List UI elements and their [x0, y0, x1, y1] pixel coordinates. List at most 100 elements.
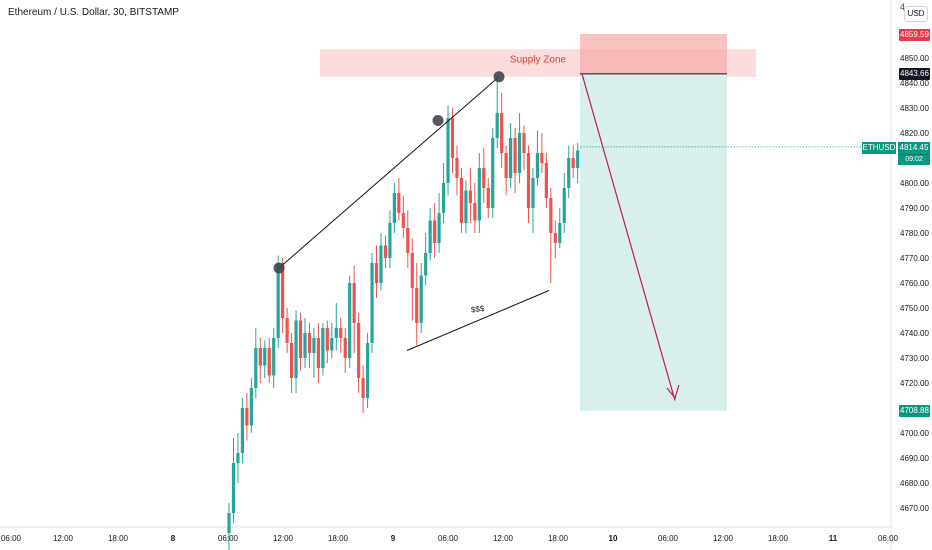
time-tick-label: 18:00 [768, 534, 789, 543]
candle-body [339, 328, 343, 338]
candle-body [500, 113, 504, 153]
chart-title: Ethereum / U.S. Dollar, 30, BITSTAMP [8, 7, 179, 18]
candle-body [227, 513, 231, 533]
candle-body [374, 263, 379, 283]
candle-body [240, 408, 245, 453]
price-tick-label: 4750.00 [900, 304, 929, 313]
candle-body [361, 378, 365, 398]
time-tick-label: 18:00 [548, 534, 569, 543]
price-tick-label: 4800.00 [900, 179, 929, 188]
candle-body [330, 338, 334, 351]
wedge-trendline [278, 76, 500, 269]
candle-body [388, 223, 392, 258]
candle-body [526, 153, 531, 208]
candle-body [419, 275, 423, 323]
candle-body [540, 153, 544, 163]
candle-body [459, 178, 464, 223]
last-price-badge: ETHUSD 4814.45 09:02 [862, 142, 930, 165]
candle-body [303, 333, 307, 358]
candle-body [365, 343, 370, 398]
currency-button[interactable]: USD [904, 6, 928, 22]
candle-body [446, 118, 450, 183]
candle-body [441, 183, 446, 213]
candle-body [428, 220, 432, 253]
profit-target-zone [580, 73, 727, 411]
time-tick-label: 06:00 [218, 534, 239, 543]
candle-body [437, 213, 441, 243]
projection-arrow [581, 73, 676, 401]
candle-body [410, 253, 414, 288]
candle-body [348, 283, 352, 358]
candle-body [294, 320, 298, 378]
time-tick-label: 06:00 [438, 534, 459, 543]
time-tick-label: 12:00 [273, 534, 294, 543]
candle-body [491, 138, 495, 208]
price-tick-label: 4790.00 [900, 204, 929, 213]
candle-body [406, 228, 410, 253]
candle-body [254, 348, 258, 388]
candle-body [433, 220, 437, 243]
time-tick-label: 06:00 [1, 534, 22, 543]
liquidity-label: $$$ [470, 304, 485, 315]
price-tick-label: 4760.00 [900, 279, 929, 288]
candle-body [379, 245, 383, 283]
candle-body [383, 245, 388, 258]
candle-body [316, 338, 320, 368]
candle-body [509, 138, 513, 178]
candle-body [401, 213, 405, 228]
candle-body [231, 463, 236, 513]
candle-body [571, 158, 575, 168]
price-tick-label: 4680.00 [900, 479, 929, 488]
last-price-tag: 4814.45 [898, 142, 930, 154]
candle-body [321, 328, 325, 368]
candle-body [285, 318, 289, 343]
candle-body [558, 223, 562, 243]
price-tick-label: 4670.00 [900, 504, 929, 513]
candle-body [415, 288, 419, 323]
candle-body [473, 203, 477, 221]
candle-body [504, 153, 508, 178]
price-tick-label: 4850.00 [900, 54, 929, 63]
candle-body [562, 188, 566, 223]
candle-body [517, 133, 522, 173]
touch-point-marker [493, 71, 505, 83]
candle-body [312, 338, 316, 353]
bar-countdown: 09:02 [898, 154, 930, 165]
liquidity-line [406, 290, 550, 351]
candle-body [477, 168, 481, 221]
time-tick-label: 06:00 [878, 534, 899, 543]
price-tick-label: 4820.00 [900, 129, 929, 138]
stop-loss-zone [580, 34, 727, 74]
price-tick-label: 4830.00 [900, 104, 929, 113]
candle-body [236, 453, 240, 463]
candle-body [263, 348, 267, 366]
candle-body [424, 253, 428, 276]
candle-body [267, 348, 271, 376]
time-tick-label: 10 [609, 534, 618, 543]
candle-body [567, 158, 571, 188]
entry-price-tag: 4843.66 [899, 68, 930, 80]
time-tick-label: 8 [171, 534, 176, 543]
candle-body [325, 328, 329, 351]
candle-body [535, 153, 540, 178]
candle-body [352, 283, 356, 323]
time-tick-label: 12:00 [713, 534, 734, 543]
supply-zone-label: Supply Zone [510, 55, 567, 66]
time-tick-label: 18:00 [328, 534, 349, 543]
time-tick-label: 11 [829, 534, 838, 543]
price-tick-label: 4730.00 [900, 354, 929, 363]
candle-body [298, 320, 303, 358]
candle-body [522, 133, 526, 153]
candle-body [334, 328, 338, 338]
price-tick-label: 4840.00 [900, 79, 929, 88]
price-tick-label: 4740.00 [900, 329, 929, 338]
price-tick-label: 4770.00 [900, 254, 929, 263]
candle-body [455, 158, 459, 178]
time-tick-label: 18:00 [108, 534, 129, 543]
time-tick-label: 12:00 [493, 534, 514, 543]
candle-body [531, 178, 535, 208]
candle-body [245, 408, 249, 426]
candle-body [276, 263, 280, 338]
